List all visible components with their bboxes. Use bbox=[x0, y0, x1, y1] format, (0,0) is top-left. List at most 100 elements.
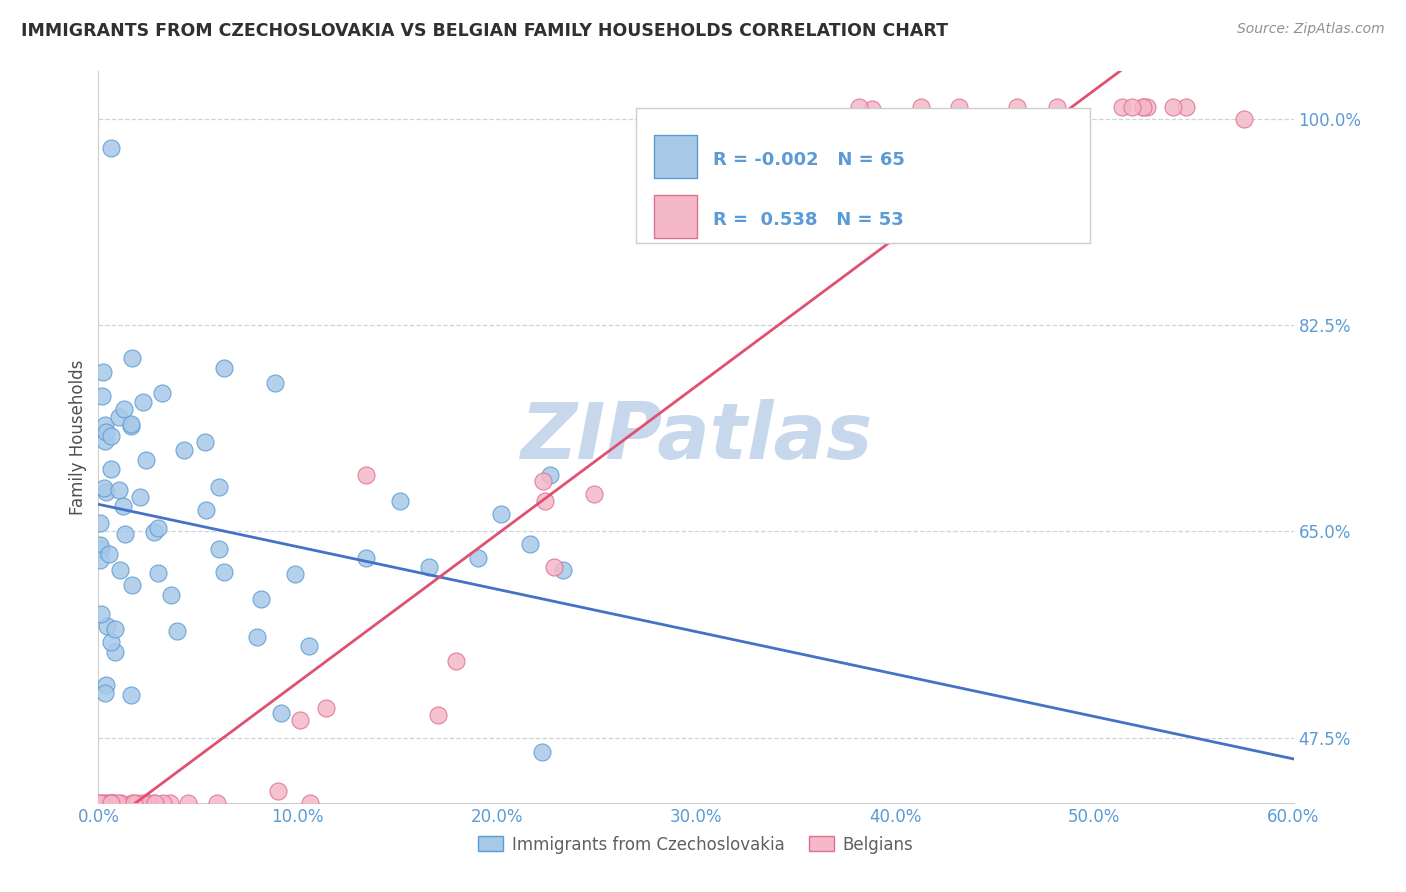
Point bbox=[146, 521, 169, 535]
Point bbox=[531, 474, 554, 488]
Point bbox=[94, 686, 117, 700]
Point bbox=[111, 499, 134, 513]
Point bbox=[212, 361, 235, 376]
Point bbox=[159, 589, 181, 603]
Point bbox=[315, 700, 337, 714]
Point bbox=[284, 567, 307, 582]
Point bbox=[94, 485, 117, 500]
Point bbox=[110, 796, 132, 810]
Point bbox=[110, 563, 132, 577]
FancyBboxPatch shape bbox=[654, 135, 697, 178]
Point bbox=[763, 127, 786, 141]
Point bbox=[583, 487, 606, 501]
Point bbox=[1132, 100, 1154, 114]
Point bbox=[96, 619, 118, 633]
Point bbox=[96, 677, 118, 691]
Point bbox=[1233, 112, 1256, 126]
Point bbox=[89, 516, 111, 531]
Point bbox=[1135, 100, 1157, 114]
Point bbox=[90, 607, 112, 621]
Point bbox=[107, 409, 129, 424]
Point bbox=[298, 796, 321, 810]
Point bbox=[97, 796, 120, 810]
Point bbox=[93, 418, 115, 433]
Point bbox=[860, 102, 883, 116]
Point bbox=[1132, 100, 1154, 114]
Text: Source: ZipAtlas.com: Source: ZipAtlas.com bbox=[1237, 22, 1385, 37]
Point bbox=[94, 425, 117, 439]
Point bbox=[444, 654, 467, 668]
Point bbox=[90, 541, 112, 556]
Point bbox=[177, 796, 200, 810]
Point bbox=[93, 434, 115, 448]
Point bbox=[120, 688, 142, 702]
Point bbox=[910, 100, 932, 114]
Point bbox=[194, 435, 217, 450]
Point bbox=[208, 480, 231, 494]
Point bbox=[135, 453, 157, 467]
Point bbox=[91, 389, 114, 403]
Point bbox=[367, 816, 389, 830]
Point bbox=[131, 395, 153, 409]
Point bbox=[173, 443, 195, 458]
Point bbox=[737, 212, 759, 227]
Point bbox=[91, 365, 114, 379]
Point bbox=[250, 592, 273, 607]
Point bbox=[212, 565, 235, 579]
Point bbox=[143, 796, 166, 810]
Point bbox=[246, 630, 269, 644]
Point bbox=[1046, 100, 1069, 114]
Point bbox=[132, 796, 155, 810]
Point bbox=[100, 429, 122, 443]
Point bbox=[104, 622, 127, 636]
Point bbox=[553, 563, 575, 577]
FancyBboxPatch shape bbox=[654, 194, 697, 238]
Point bbox=[98, 547, 121, 561]
Point bbox=[100, 462, 122, 476]
Point bbox=[159, 796, 181, 810]
Point bbox=[354, 551, 377, 566]
Point bbox=[418, 559, 440, 574]
Text: ZIPatlas: ZIPatlas bbox=[520, 399, 872, 475]
Point bbox=[100, 796, 122, 810]
Point bbox=[128, 490, 150, 504]
Point bbox=[120, 419, 142, 434]
Point bbox=[207, 796, 229, 810]
Point bbox=[100, 635, 122, 649]
Point bbox=[96, 796, 118, 810]
Point bbox=[100, 140, 122, 154]
Point bbox=[354, 468, 377, 483]
Point bbox=[288, 713, 311, 727]
Point bbox=[1121, 100, 1143, 114]
Point bbox=[267, 784, 290, 798]
Point bbox=[104, 645, 127, 659]
Point bbox=[948, 100, 970, 114]
Point bbox=[121, 796, 143, 810]
Point bbox=[263, 376, 285, 390]
Text: IMMIGRANTS FROM CZECHOSLOVAKIA VS BELGIAN FAMILY HOUSEHOLDS CORRELATION CHART: IMMIGRANTS FROM CZECHOSLOVAKIA VS BELGIA… bbox=[21, 22, 948, 40]
Point bbox=[543, 559, 565, 574]
Y-axis label: Family Households: Family Households bbox=[69, 359, 87, 515]
Point bbox=[519, 537, 541, 551]
Point bbox=[531, 745, 554, 759]
Point bbox=[858, 198, 880, 212]
Point bbox=[1174, 100, 1197, 114]
Point bbox=[89, 796, 111, 810]
Point bbox=[146, 566, 169, 581]
Point bbox=[101, 796, 124, 810]
Point bbox=[114, 527, 136, 541]
Point bbox=[121, 578, 143, 592]
Point bbox=[104, 796, 127, 810]
Point bbox=[136, 796, 159, 810]
Point bbox=[208, 542, 231, 557]
Point bbox=[491, 507, 513, 521]
Text: R = -0.002   N = 65: R = -0.002 N = 65 bbox=[713, 152, 904, 169]
Point bbox=[427, 707, 450, 722]
Point bbox=[122, 796, 145, 810]
Point bbox=[152, 796, 174, 810]
Point bbox=[89, 539, 111, 553]
Point bbox=[166, 624, 188, 639]
Point bbox=[108, 483, 131, 498]
Legend: Immigrants from Czechoslovakia, Belgians: Immigrants from Czechoslovakia, Belgians bbox=[472, 829, 920, 860]
Point bbox=[91, 796, 114, 810]
